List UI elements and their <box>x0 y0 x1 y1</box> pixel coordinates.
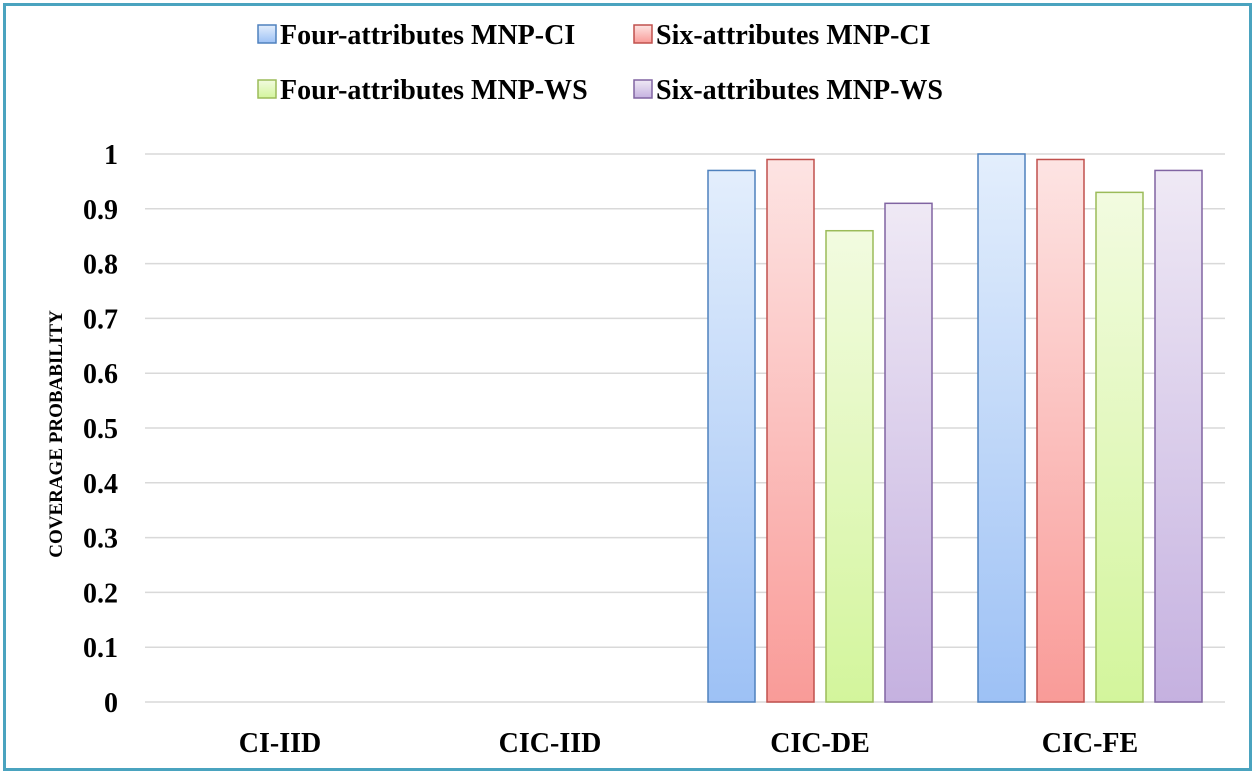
y-tick-label: 0.7 <box>83 304 118 335</box>
bar <box>825 229 874 703</box>
x-axis-categories: CI-IID CIC-IID CIC-DE CIC-FE <box>239 728 1138 759</box>
legend-item: Six-attributes MNP-WS <box>633 75 943 106</box>
y-axis-ticks: 0 0.1 0.2 0.3 0.4 0.5 0.6 0.7 0.8 0.9 1 <box>83 140 118 719</box>
bar <box>977 153 1026 703</box>
bar <box>1154 169 1203 703</box>
y-tick-label: 0 <box>104 688 118 719</box>
legend-swatch <box>633 24 653 44</box>
y-axis-label: COVERAGE PROBABILITY <box>46 310 67 558</box>
bar <box>1095 191 1144 703</box>
bar <box>707 169 756 703</box>
y-tick-label: 0.3 <box>83 524 118 555</box>
legend-swatch <box>257 79 277 99</box>
legend-item: Four-attributes MNP-WS <box>257 75 588 106</box>
legend: Four-attributes MNP-CI Six-attributes MNP… <box>257 20 943 106</box>
bar <box>766 158 815 703</box>
y-tick-label: 0.8 <box>83 250 118 281</box>
y-tick-label: 0.1 <box>83 633 118 664</box>
legend-label: Six-attributes MNP-WS <box>656 75 943 106</box>
bars <box>707 153 1203 703</box>
legend-item: Four-attributes MNP-CI <box>257 20 575 51</box>
legend-label: Four-attributes MNP-CI <box>280 20 575 51</box>
y-tick-label: 0.5 <box>83 414 118 445</box>
bar <box>884 202 933 703</box>
y-tick-label: 0.6 <box>83 359 118 390</box>
y-tick-label: 0.9 <box>83 195 118 226</box>
x-category-label: CIC-DE <box>770 728 870 759</box>
bar <box>1036 158 1085 703</box>
legend-swatch <box>257 24 277 44</box>
x-category-label: CIC-IID <box>499 728 602 759</box>
y-tick-label: 1 <box>104 140 118 171</box>
legend-label: Four-attributes MNP-WS <box>280 75 588 106</box>
legend-swatch <box>633 79 653 99</box>
legend-label: Six-attributes MNP-CI <box>656 20 931 51</box>
x-category-label: CIC-FE <box>1042 728 1138 759</box>
x-category-label: CI-IID <box>239 728 321 759</box>
y-tick-label: 0.4 <box>83 469 118 500</box>
legend-item: Six-attributes MNP-CI <box>633 20 931 51</box>
y-tick-label: 0.2 <box>83 578 118 609</box>
